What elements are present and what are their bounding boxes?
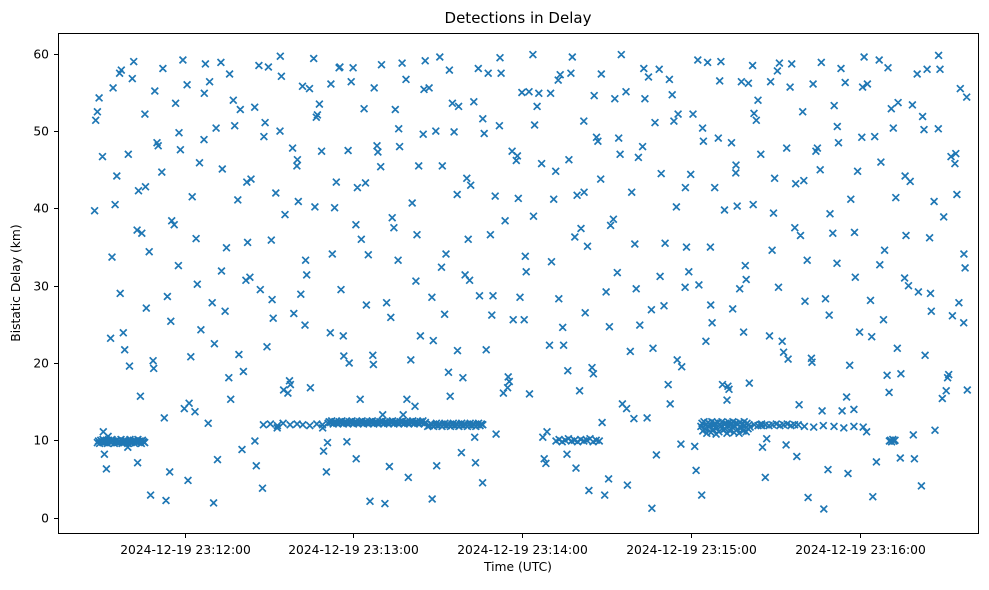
y-tick-label: 20	[33, 357, 49, 371]
x-tick-label: 2024-12-19 23:15:00	[626, 543, 757, 557]
x-tick-label: 2024-12-19 23:13:00	[288, 543, 419, 557]
x-axis-label: Time (UTC)	[484, 560, 552, 574]
y-tick-label: 30	[33, 280, 49, 294]
x-tick-label: 2024-12-19 23:12:00	[120, 543, 251, 557]
axes-frame	[58, 33, 979, 534]
y-axis-label: Bistatic Delay (km)	[9, 224, 23, 342]
y-tick-label: 0	[41, 512, 49, 526]
chart-title: Detections in Delay	[444, 9, 592, 27]
x-tick-label: 2024-12-19 23:16:00	[795, 543, 926, 557]
x-tick-label: 2024-12-19 23:14:00	[457, 543, 588, 557]
y-tick-label: 40	[33, 202, 49, 216]
y-tick-label: 50	[33, 125, 49, 139]
scatter-points	[90, 50, 972, 514]
y-tick-label: 60	[33, 48, 49, 62]
y-tick-label: 10	[33, 434, 49, 448]
